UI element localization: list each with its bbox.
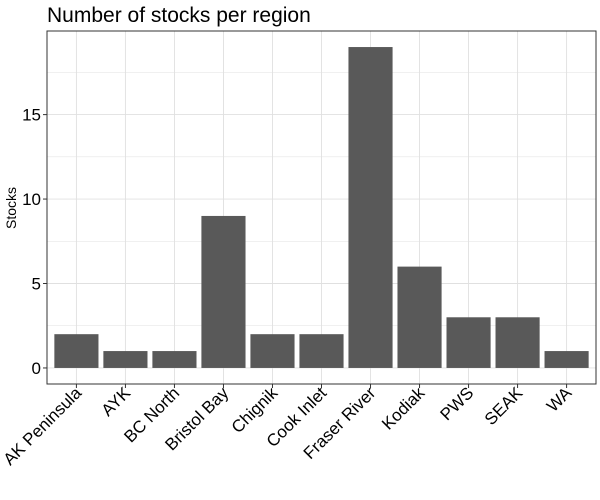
y-tick-label: 10 [22,190,41,209]
bar [250,334,295,368]
bar [54,334,99,368]
x-tick-label: PWS [437,383,478,424]
y-tick-label: 5 [32,275,41,294]
x-tick-label: SEAK [481,383,527,429]
bar [152,351,197,368]
bar [544,351,589,368]
x-tick-label: Kodiak [378,383,429,434]
x-tick-label: WA [543,383,576,416]
bar [446,317,491,368]
chart-title: Number of stocks per region [47,4,311,27]
bar [299,334,344,368]
bar [348,47,393,368]
y-axis-label: Stocks [3,187,19,229]
y-tick-label: 15 [22,106,41,125]
bars [54,47,589,368]
bar [201,215,246,368]
bar [397,266,442,368]
bar [103,351,148,368]
x-tick-label: AYK [98,383,135,420]
x-tick-label: AK Peninsula [0,383,86,469]
y-tick-label: 0 [32,359,41,378]
y-axis-ticks: 0 5 10 15 [22,106,47,378]
bar [495,317,540,368]
